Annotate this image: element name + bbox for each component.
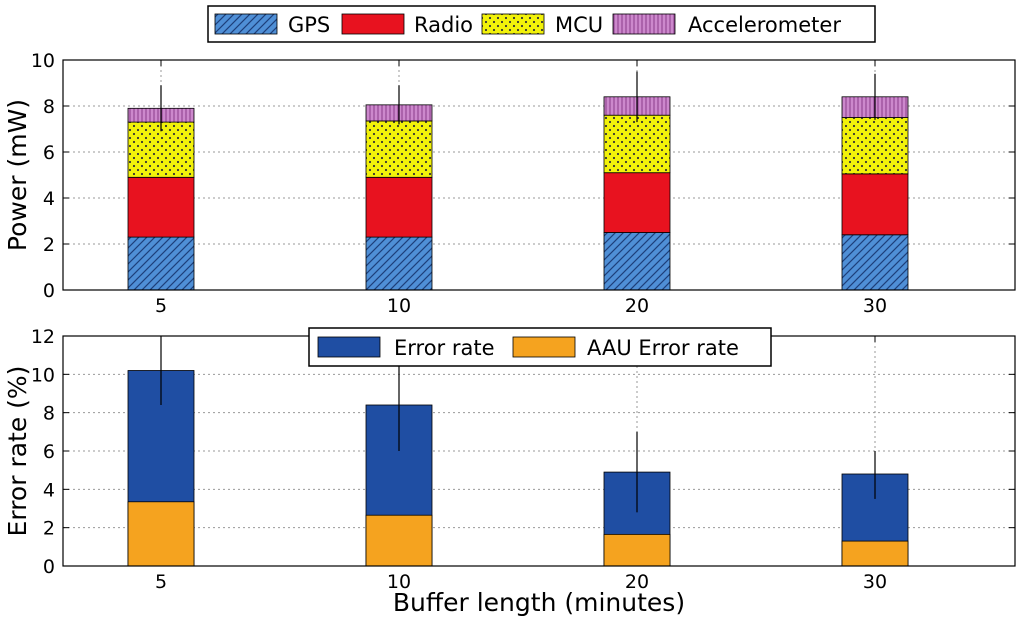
y-tick-label: 2 bbox=[43, 518, 55, 540]
legend: GPS Radio MCU Accelerometer bbox=[207, 5, 876, 43]
y-tick-label: 2 bbox=[43, 234, 55, 256]
y-tick-label: 12 bbox=[31, 326, 55, 348]
y-tick-label: 8 bbox=[43, 96, 55, 118]
bar-radio bbox=[127, 176, 195, 238]
bar-mcu bbox=[365, 120, 433, 178]
bar-radio bbox=[603, 172, 671, 233]
bar-aau-error-rate bbox=[841, 540, 909, 567]
bar-gps bbox=[365, 236, 433, 291]
legend-swatch-mcu bbox=[481, 13, 545, 35]
legend-label: Accelerometer bbox=[688, 13, 841, 37]
plot-frame bbox=[62, 59, 1016, 291]
y-axis-label: Power (mW) bbox=[3, 99, 32, 251]
legend-label: AAU Error rate bbox=[587, 336, 739, 360]
y-tick-label: 0 bbox=[43, 556, 55, 578]
bar-gps bbox=[841, 234, 909, 291]
legend-swatch-aau-error-rate bbox=[512, 336, 576, 358]
y-tick-label: 10 bbox=[31, 364, 55, 386]
error-rate-chart: 0 2 4 6 8 10 12 5 10 20 30 Error rate (%) Buffer len… bbox=[3, 326, 1016, 617]
y-tick-label: 0 bbox=[43, 280, 55, 302]
x-tick-label: 30 bbox=[863, 295, 887, 317]
legend-label: Radio bbox=[414, 13, 473, 37]
x-tick-label: 5 bbox=[155, 571, 167, 593]
y-tick-label: 10 bbox=[31, 50, 55, 72]
y-tick-label: 8 bbox=[43, 403, 55, 425]
x-tick-label: 20 bbox=[625, 295, 649, 317]
bar-gps bbox=[127, 236, 195, 291]
x-tick-label: 20 bbox=[625, 571, 649, 593]
x-tick-label: 10 bbox=[387, 295, 411, 317]
legend-swatch-radio bbox=[341, 13, 405, 35]
legend-swatch-accelerometer bbox=[612, 13, 676, 35]
bar-radio bbox=[841, 173, 909, 236]
power-chart: 0 2 4 6 8 10 5 10 20 30 Power (mW) GPS Radio MCU Accel… bbox=[3, 5, 1016, 317]
legend: Error rate AAU Error rate bbox=[308, 327, 772, 367]
x-axis-label: Buffer length (minutes) bbox=[393, 588, 685, 617]
x-tick-label: 10 bbox=[387, 571, 411, 593]
y-tick-label: 6 bbox=[43, 441, 55, 463]
y-tick-label: 4 bbox=[43, 479, 55, 501]
legend-label: GPS bbox=[288, 13, 330, 37]
bar-radio bbox=[365, 176, 433, 238]
bar-mcu bbox=[603, 114, 671, 174]
bar-mcu bbox=[841, 117, 909, 175]
bar-aau-error-rate bbox=[127, 501, 195, 567]
bar-aau-error-rate bbox=[365, 514, 433, 567]
y-tick-label: 4 bbox=[43, 188, 55, 210]
x-tick-label: 5 bbox=[155, 295, 167, 317]
x-tick-label: 30 bbox=[863, 571, 887, 593]
legend-swatch-gps bbox=[214, 13, 278, 35]
legend-label: Error rate bbox=[394, 336, 495, 360]
y-axis-label: Error rate (%) bbox=[3, 366, 32, 537]
bar-aau-error-rate bbox=[603, 533, 671, 567]
legend-swatch-error-rate bbox=[317, 336, 381, 358]
legend-label: MCU bbox=[555, 13, 603, 37]
y-tick-label: 6 bbox=[43, 142, 55, 164]
bar-gps bbox=[603, 232, 671, 291]
